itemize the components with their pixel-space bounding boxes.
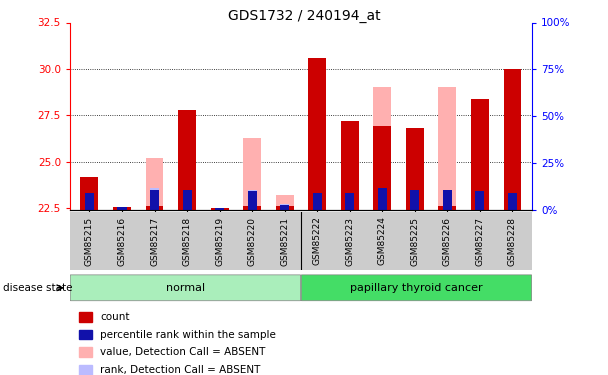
Text: rank, Detection Call = ABSENT: rank, Detection Call = ABSENT: [100, 365, 261, 375]
Bar: [503, 69, 522, 210]
Text: GSM85223: GSM85223: [345, 216, 354, 266]
Text: GSM85228: GSM85228: [508, 216, 517, 266]
Bar: [508, 193, 517, 210]
Bar: [378, 188, 387, 210]
Bar: [247, 191, 257, 210]
Text: value, Detection Call = ABSENT: value, Detection Call = ABSENT: [100, 347, 266, 357]
Bar: [373, 87, 392, 210]
FancyBboxPatch shape: [302, 275, 531, 301]
Bar: [243, 138, 261, 210]
Text: GSM85225: GSM85225: [410, 216, 420, 266]
Text: GSM85215: GSM85215: [85, 216, 94, 266]
Text: papillary thyroid cancer: papillary thyroid cancer: [350, 283, 483, 293]
Bar: [471, 99, 489, 210]
Bar: [150, 188, 159, 210]
Bar: [243, 206, 261, 210]
Text: GSM85220: GSM85220: [247, 216, 257, 266]
Bar: [341, 121, 359, 210]
Bar: [280, 206, 289, 210]
Text: count: count: [100, 312, 130, 322]
Bar: [280, 204, 289, 210]
Bar: [438, 87, 457, 210]
FancyBboxPatch shape: [71, 275, 300, 301]
Text: GSM85222: GSM85222: [313, 216, 322, 266]
Bar: [85, 193, 94, 210]
Bar: [117, 207, 126, 210]
Text: GSM85218: GSM85218: [182, 216, 192, 266]
Text: GSM85217: GSM85217: [150, 216, 159, 266]
Bar: [443, 190, 452, 210]
Text: GSM85221: GSM85221: [280, 216, 289, 266]
Bar: [373, 126, 392, 210]
Text: GSM85226: GSM85226: [443, 216, 452, 266]
Bar: [438, 206, 457, 210]
Bar: [313, 193, 322, 210]
Bar: [406, 128, 424, 210]
Bar: [210, 208, 229, 210]
Bar: [475, 191, 485, 210]
Bar: [308, 58, 326, 210]
Text: GDS1732 / 240194_at: GDS1732 / 240194_at: [227, 9, 381, 23]
Text: percentile rank within the sample: percentile rank within the sample: [100, 330, 276, 339]
Bar: [80, 177, 98, 210]
Bar: [410, 190, 420, 210]
Bar: [178, 110, 196, 210]
Text: normal: normal: [166, 283, 205, 293]
Bar: [113, 207, 131, 210]
Bar: [443, 190, 452, 210]
Text: GSM85219: GSM85219: [215, 216, 224, 266]
Bar: [182, 190, 192, 210]
Text: GSM85216: GSM85216: [117, 216, 126, 266]
Bar: [345, 193, 354, 210]
Bar: [247, 190, 257, 210]
Text: GSM85224: GSM85224: [378, 216, 387, 266]
Bar: [276, 206, 294, 210]
Text: disease state: disease state: [3, 283, 72, 293]
Bar: [378, 188, 387, 210]
Bar: [276, 195, 294, 210]
Bar: [150, 190, 159, 210]
Bar: [145, 206, 164, 210]
Bar: [145, 158, 164, 210]
Bar: [215, 208, 224, 210]
Text: GSM85227: GSM85227: [475, 216, 485, 266]
